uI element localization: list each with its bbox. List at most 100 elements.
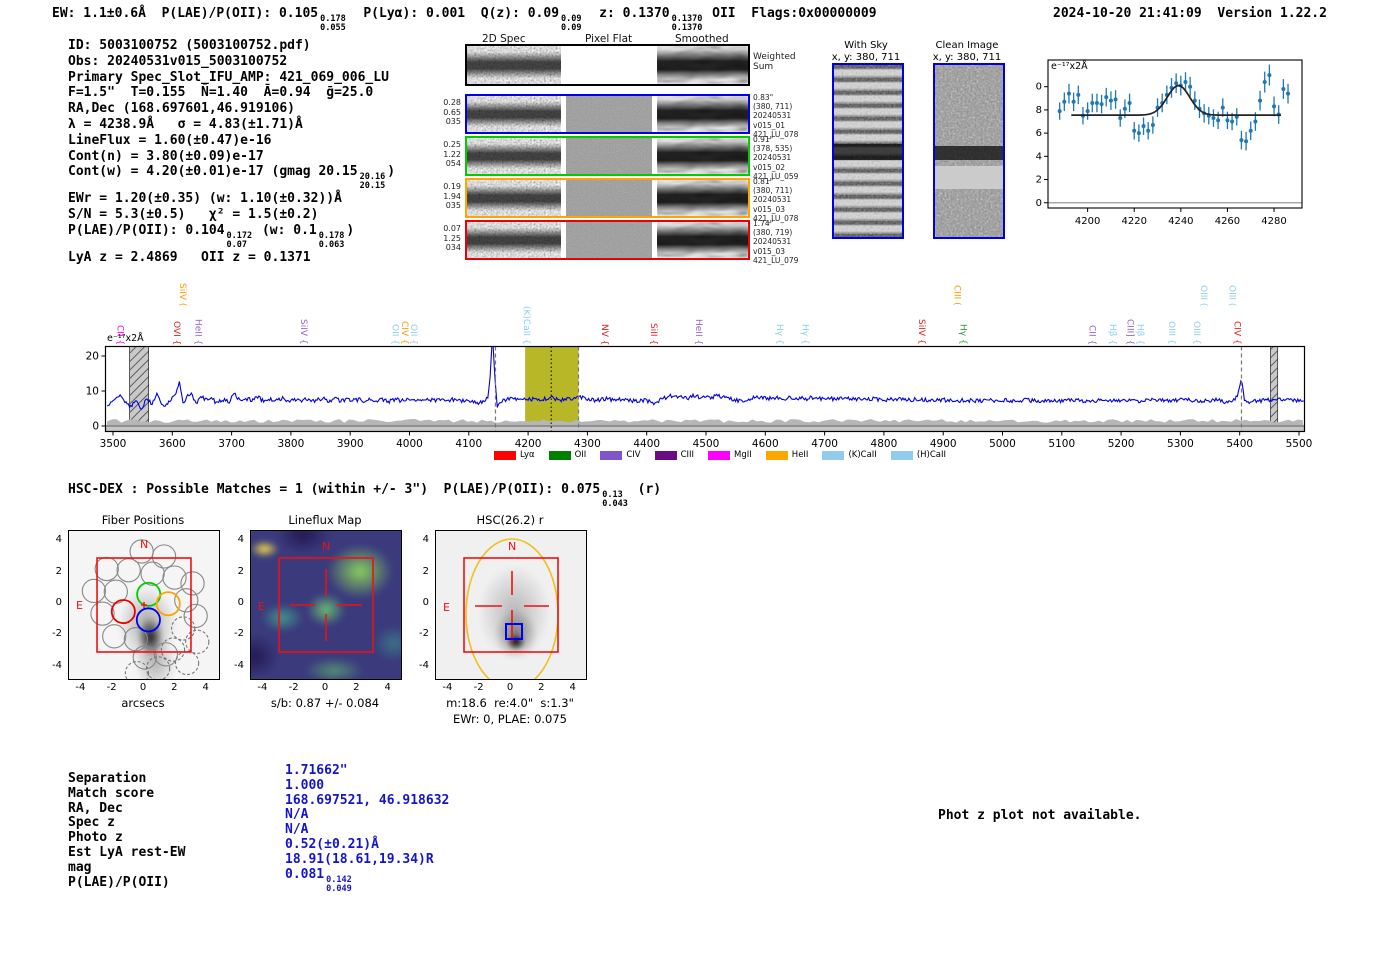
line-label-nv: NV { [599, 323, 610, 345]
match-row-value: 18.91(18.61,19.34)R [285, 851, 434, 867]
line-label-heii: HeII { [692, 318, 703, 345]
stacked-uncertainty: 0.178 0.063 [318, 230, 345, 250]
full-spectrum-plot: 3500 3600 3700 3800 3900 4000 4100 4200 4300 4400… [86, 345, 1312, 450]
line-label-civ: CIV { [398, 321, 409, 345]
exposure-row [465, 136, 750, 176]
svg-text:4200: 4200 [515, 438, 542, 450]
hsc-r-title: HSC(26.2) r [476, 513, 544, 527]
exposure-left-label: 0.28 0.65 035 [443, 98, 461, 126]
match-row-value: 0.081 0.142 0.049 [285, 866, 352, 894]
svg-text:0: 0 [1036, 198, 1042, 209]
y-tick-label: -4 [234, 659, 244, 671]
match-row-label: P(LAE)/P(OII) [68, 874, 170, 890]
zoomplot-units-label: e⁻¹⁷x2Å [1051, 61, 1088, 72]
info-line: P(LAE)/P(OII): 0.104 0.172 0.07 (w: 0.1 0.1… [68, 222, 355, 250]
svg-text:5200: 5200 [1108, 438, 1135, 450]
exposure-left-label: 0.19 1.94 035 [443, 182, 461, 210]
col-header-pixelflat: Pixel Flat [585, 33, 633, 45]
line-label-h: Hγ { [799, 324, 810, 345]
legend-item: (H)CaII [890, 450, 946, 460]
info-line: S/N = 5.3(±0.5) χ² = 1.5(±0.2) [68, 207, 319, 223]
exposure-left-label: 0.25 1.22 054 [443, 140, 461, 168]
weighted-2dspec-strip [467, 46, 561, 84]
legend-item: CIII [654, 450, 694, 460]
info-line: EWr = 1.20(±0.35) (w: 1.10(±0.32))Å [68, 191, 342, 207]
y-tick-label: -2 [419, 628, 429, 640]
exposure-box [465, 136, 750, 176]
fiber-positions-overlay: NE [76, 538, 210, 679]
line-label-oiii: OIII ( [1226, 284, 1237, 306]
legend-item: MgII [708, 450, 752, 460]
stacked-uncertainty: 0.178 0.055 [320, 14, 346, 33]
x-tick-label: 0 [506, 682, 514, 693]
spec-strip [657, 138, 749, 174]
info-line: Cont(n) = 3.80(±0.09)e-17 [68, 148, 264, 164]
line-label-ciii: CIII] { [1124, 318, 1135, 345]
line-label-h: Hγ { [957, 324, 968, 345]
svg-text:5100: 5100 [1048, 438, 1075, 450]
weighted-pixelflat-strip [565, 46, 653, 84]
info-line: ID: 5003100752 (5003100752.pdf) [68, 38, 311, 53]
legend-item: (K)CaII [822, 450, 877, 460]
x-tick-label: -4 [257, 682, 268, 693]
line-label-h: Hβ { [1134, 323, 1145, 345]
timestamp: 2024-10-20 21:41:09 [1053, 6, 1202, 21]
svg-text:20: 20 [86, 351, 99, 363]
svg-text:10: 10 [1035, 82, 1042, 93]
legend-item: HeII [765, 450, 808, 460]
spec-strip [657, 96, 749, 132]
svg-text:4800: 4800 [871, 438, 898, 450]
line-label-siiv: SiIV { [297, 319, 308, 345]
match-row-value: 1.000 [285, 777, 325, 793]
svg-text:4: 4 [1036, 151, 1042, 162]
spectrum-legend: Lyα OII CIV CIII MgII HeII (K)CaII (H)CaII [420, 450, 1020, 460]
line-label-cii: CII { [114, 324, 125, 345]
cleanimage-title: Clean Image [935, 40, 999, 51]
hsc-overlay: N E [443, 538, 559, 679]
exposure-row [465, 220, 750, 260]
x-tick-label: -2 [473, 682, 484, 693]
svg-text:5400: 5400 [1226, 438, 1253, 450]
svg-text:8: 8 [1036, 105, 1042, 116]
hscdex-header: HSC-DEX : Possible Matches = 1 (within +… [68, 482, 662, 509]
withsky-coords: x, y: 380, 711 [831, 52, 901, 63]
y-tick-label: 0 [237, 597, 244, 608]
stacked-uncertainty: 0.172 0.07 [226, 230, 253, 250]
svg-text:4400: 4400 [633, 438, 660, 450]
exposure-row [465, 178, 750, 218]
svg-text:4000: 4000 [396, 438, 423, 450]
x-tick-label: 4 [569, 682, 576, 693]
hsc-r-plot: N E [435, 530, 587, 680]
lineflux-map-plot: N E [250, 530, 402, 680]
svg-text:5300: 5300 [1167, 438, 1194, 450]
x-tick-label: 2 [353, 682, 360, 693]
info-line: RA,Dec (168.697601,46.919106) [68, 101, 295, 117]
spec-strip [657, 180, 749, 216]
y-tick-label: 2 [422, 565, 429, 577]
weighted-sum-row [465, 44, 750, 86]
lineflux-overlay: N E [258, 540, 374, 653]
svg-text:3500: 3500 [100, 438, 127, 450]
line-label-kcaii: (K)CaII { [520, 306, 531, 345]
x-tick-label: 4 [202, 682, 209, 693]
weighted-sum-box [465, 44, 750, 86]
col-header-2dspec: 2D Spec [482, 33, 526, 45]
line-label-h: Hγ { [774, 324, 785, 345]
match-row-label: RA, Dec [68, 800, 123, 816]
line-label-oii: OII { [389, 324, 400, 345]
legend-swatch [708, 450, 731, 460]
legend-swatch [765, 450, 788, 460]
legend-swatch [600, 450, 623, 460]
hsc-xlabel2: EWr: 0, PLAE: 0.075 [453, 712, 567, 726]
catalog-source-marker [505, 623, 523, 640]
info-line: LyA z = 2.4869 OII z = 0.1371 [68, 249, 311, 265]
exposure-right-label: 0.91" (378, 535) 20240531 v015_02 421_LU_059 [753, 135, 799, 181]
match-row-value: 0.52(±0.21)Å [285, 836, 379, 852]
line-label-siiv: SiIV { [915, 319, 926, 345]
spec-strip [467, 222, 561, 258]
x-tick-label: 4 [384, 682, 391, 693]
x-tick-label: -2 [106, 682, 117, 693]
y-tick-label: 2 [55, 565, 62, 577]
line-zoom-plot: 4200 4220 4240 4260 4280 0 2 4 6 8 10 [1035, 59, 1303, 227]
fiber-positions-title: Fiber Positions [101, 513, 185, 527]
